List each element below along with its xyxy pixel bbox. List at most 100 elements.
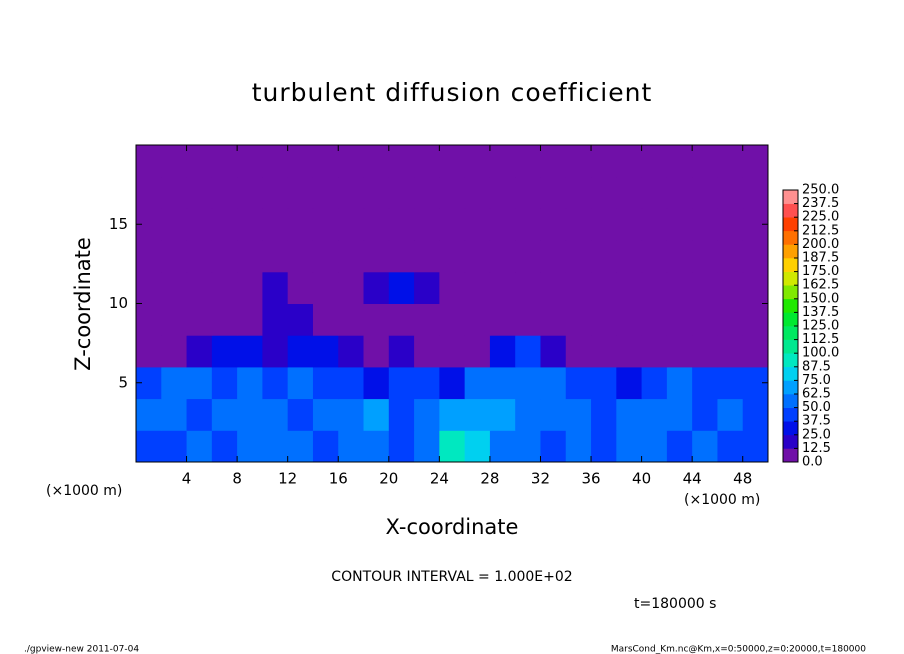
y-unit-label: (×1000 m) <box>46 483 122 499</box>
colorbar-label: 62.5 <box>802 387 831 402</box>
cell <box>161 335 188 368</box>
cell <box>211 430 238 463</box>
x-tick-label: 32 <box>531 470 550 488</box>
cell <box>692 176 718 209</box>
cell <box>464 176 491 209</box>
cell <box>186 271 213 304</box>
cell <box>312 430 339 463</box>
cell <box>161 303 188 336</box>
cell <box>742 145 769 178</box>
cell <box>489 271 516 304</box>
colorbar-label: 50.0 <box>802 400 831 415</box>
cell <box>237 271 263 304</box>
colorbar-label: 12.5 <box>802 441 831 456</box>
cell <box>692 398 718 431</box>
colorbar-band <box>783 230 798 245</box>
cell <box>489 430 516 463</box>
cell <box>262 271 289 304</box>
cell <box>591 208 617 241</box>
cell <box>363 398 390 431</box>
cell <box>540 240 567 273</box>
cell <box>414 303 440 336</box>
cell <box>136 271 162 304</box>
cell <box>515 240 541 273</box>
cell <box>565 271 592 304</box>
cell <box>717 176 744 209</box>
y-axis-label: Z-coordinate <box>71 237 95 371</box>
cell <box>565 208 592 241</box>
cell <box>414 398 440 431</box>
cell <box>287 271 314 304</box>
cell <box>262 366 289 400</box>
colorbar-band <box>783 190 798 204</box>
cell <box>616 240 643 273</box>
cell <box>338 398 365 431</box>
cell <box>692 335 718 368</box>
cell <box>312 145 339 178</box>
cell <box>237 240 263 273</box>
cell <box>388 335 415 368</box>
cell <box>540 366 567 400</box>
cell <box>161 271 188 304</box>
cell <box>616 208 643 241</box>
cell <box>287 398 314 431</box>
cell <box>161 398 188 431</box>
cell <box>439 366 466 400</box>
cell <box>742 176 769 209</box>
cell <box>591 271 617 304</box>
colorbar-label: 87.5 <box>802 359 831 374</box>
cell <box>414 335 440 368</box>
cell <box>742 335 769 368</box>
cell <box>414 366 440 400</box>
cell <box>287 208 314 241</box>
colorbar-label: 25.0 <box>802 427 831 442</box>
colorbar-label: 162.5 <box>802 278 839 293</box>
x-tick-label: 8 <box>232 470 242 488</box>
cell <box>211 240 238 273</box>
cell <box>262 335 289 368</box>
cell <box>414 271 440 304</box>
cell <box>338 335 365 368</box>
cell <box>540 145 567 178</box>
cell <box>540 176 567 209</box>
cell <box>161 145 188 178</box>
cell <box>591 240 617 273</box>
x-tick-label: 48 <box>733 470 752 488</box>
cell <box>237 430 263 463</box>
colorbar-label: 37.5 <box>802 414 831 429</box>
colorbar-band <box>783 394 798 408</box>
colorbar-band <box>783 339 798 354</box>
cell <box>565 366 592 400</box>
cell <box>388 271 415 304</box>
cell <box>338 145 365 178</box>
colorbar-label: 75.0 <box>802 373 831 388</box>
cell <box>186 366 213 400</box>
colorbar-label: 137.5 <box>802 305 839 320</box>
colorbar-label: 175.0 <box>802 264 839 279</box>
cell <box>565 430 592 463</box>
cell <box>616 145 643 178</box>
cell <box>515 145 541 178</box>
chart-title: turbulent diffusion coefficient <box>252 78 653 107</box>
cell <box>161 240 188 273</box>
cell <box>641 271 668 304</box>
cell <box>439 430 466 463</box>
cell <box>237 145 263 178</box>
cell <box>540 303 567 336</box>
y-tick-label: 5 <box>118 373 128 391</box>
cell <box>414 208 440 241</box>
cell <box>565 335 592 368</box>
cell <box>717 335 744 368</box>
cell <box>489 303 516 336</box>
cell <box>515 335 541 368</box>
colorbar-band <box>783 244 798 259</box>
cell <box>666 335 693 368</box>
cell <box>363 303 390 336</box>
cell <box>262 240 289 273</box>
cell <box>439 240 466 273</box>
cell <box>439 335 466 368</box>
cell <box>666 398 693 431</box>
cell <box>641 335 668 368</box>
cell <box>136 145 162 178</box>
cell <box>414 240 440 273</box>
